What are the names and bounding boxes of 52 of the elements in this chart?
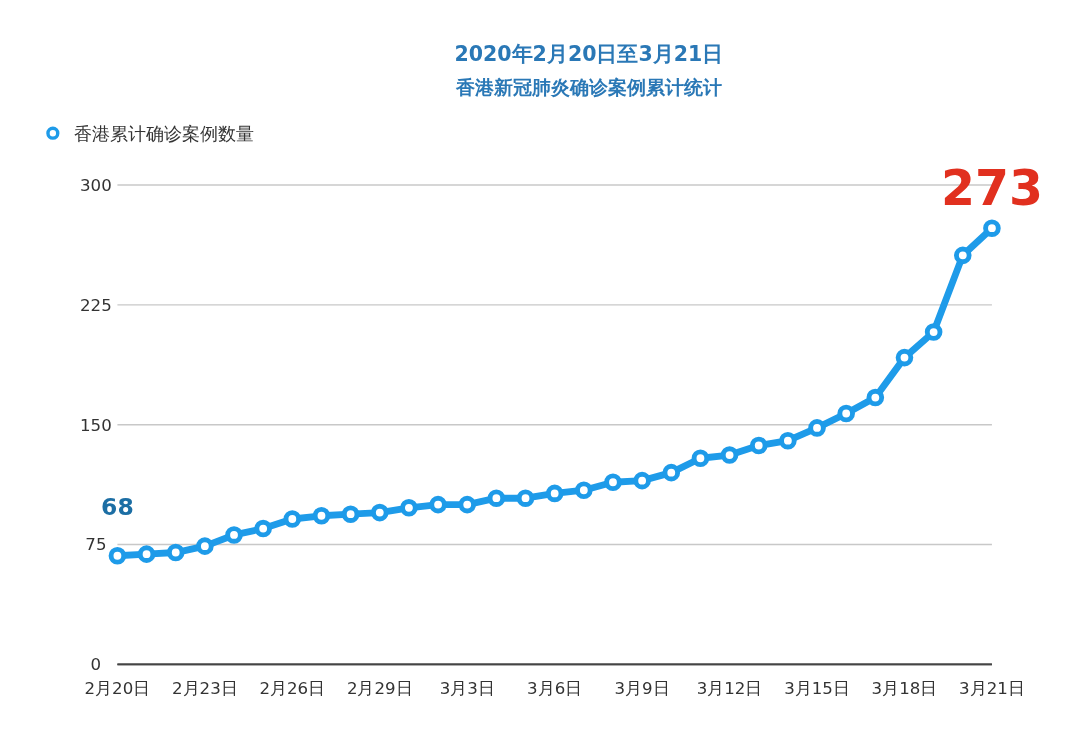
- point: [341, 505, 360, 523]
- x-tick-label: 3月6日: [527, 678, 583, 698]
- y-tick-label: 75: [85, 535, 107, 555]
- point: [429, 495, 447, 514]
- chart-title: 2020年2月20日至3月21日: [454, 41, 724, 66]
- point: [400, 498, 418, 517]
- point: [196, 537, 214, 555]
- point: [895, 348, 914, 367]
- point: [808, 419, 826, 437]
- chart-subtitle: 香港新冠肺炎确诊案例累计统计: [454, 77, 722, 99]
- x-tick-label: 2月23日: [172, 678, 238, 698]
- y-tick-label: 300: [80, 175, 112, 195]
- point: [312, 506, 331, 525]
- point: [604, 473, 622, 492]
- x-tick-label: 3月21日: [959, 678, 1025, 698]
- point: [779, 431, 797, 450]
- x-tick-label: 3月3日: [439, 678, 495, 698]
- point: [837, 404, 855, 423]
- x-tick-label: 3月15日: [784, 678, 850, 698]
- point: [749, 436, 768, 455]
- point: [575, 481, 593, 500]
- point: [166, 543, 185, 562]
- x-tick-label: 3月18日: [871, 678, 938, 698]
- point: [866, 388, 885, 407]
- point: [662, 463, 681, 482]
- point: [720, 446, 739, 464]
- x-tick-label: 2月26日: [259, 678, 326, 698]
- data-label: 68: [101, 492, 134, 521]
- y-tick-label: 150: [80, 415, 112, 435]
- point: [137, 545, 156, 563]
- x-tick-label: 2月20日: [84, 678, 151, 698]
- x-tick-label: 3月9日: [614, 678, 670, 698]
- x-tick-label: 2月29日: [346, 678, 413, 698]
- point: [108, 546, 127, 565]
- point: [254, 519, 272, 538]
- point: [691, 449, 710, 468]
- legend-label: 香港累计确诊案例数量: [74, 124, 255, 145]
- point: [983, 219, 1001, 237]
- point: [545, 484, 564, 503]
- data-label: 273: [940, 159, 1043, 217]
- point: [516, 489, 535, 508]
- point: [487, 489, 506, 508]
- point: [633, 471, 651, 490]
- x-tick-label: 3月12日: [696, 678, 763, 698]
- point: [953, 246, 972, 265]
- point: [225, 526, 243, 544]
- point: [458, 495, 477, 514]
- point: [283, 510, 302, 528]
- y-tick-label: 0: [90, 655, 102, 675]
- point: [370, 503, 389, 522]
- y-tick-label: 225: [80, 295, 112, 315]
- point: [924, 323, 943, 341]
